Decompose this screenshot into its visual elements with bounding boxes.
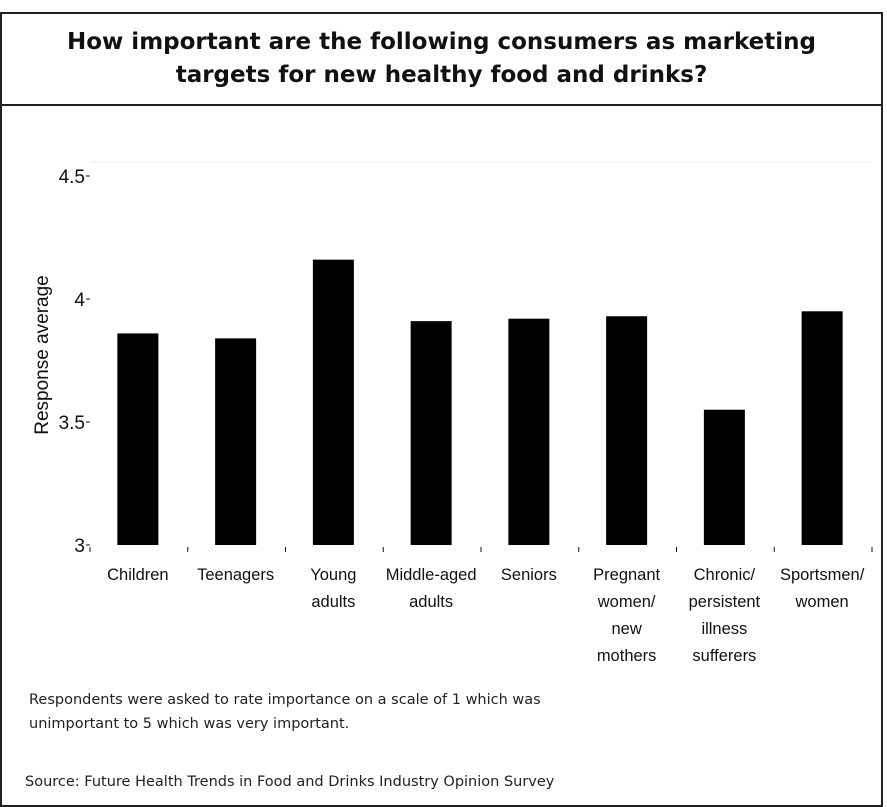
x-tick-label: Young adults <box>310 566 356 611</box>
x-tick-label: Children <box>107 566 168 584</box>
bar <box>410 321 452 545</box>
bar <box>606 316 648 545</box>
x-tick-label: Sportsmen/women <box>780 566 865 611</box>
chart-title: How important are the following consumer… <box>67 29 816 88</box>
y-axis: 3 3.5 4 4.5 <box>59 161 870 557</box>
x-tick-label: Seniors <box>501 566 557 584</box>
bar <box>801 311 843 545</box>
y-tick-label: 4.5 <box>59 167 85 188</box>
x-axis <box>89 547 873 552</box>
x-tick-label: Teenagers <box>197 566 274 584</box>
bar <box>312 259 354 545</box>
title-box: How important are the following consumer… <box>0 12 883 106</box>
bars <box>117 259 843 545</box>
bar <box>508 318 550 545</box>
y-tick-label: 3.5 <box>59 413 85 434</box>
y-axis-label: Response average <box>32 275 53 435</box>
y-tick-label: 3 <box>74 536 85 557</box>
bar <box>117 333 159 545</box>
y-tick-label: 4 <box>74 290 85 311</box>
source-text: Source: Future Health Trends in Food and… <box>25 774 555 790</box>
bar <box>215 338 257 545</box>
x-tick-label: Chronic/persistent illness sufferers <box>689 566 761 665</box>
x-tick-label: Middle-aged adults <box>386 566 477 611</box>
survey-note: Respondents were asked to rate importanc… <box>29 692 541 732</box>
bar <box>703 409 745 545</box>
x-tick-label: Pregnant women/new mothers <box>593 566 660 665</box>
x-tick-labels: Children Teenagers Young adults Middle-aged a… <box>107 566 865 665</box>
